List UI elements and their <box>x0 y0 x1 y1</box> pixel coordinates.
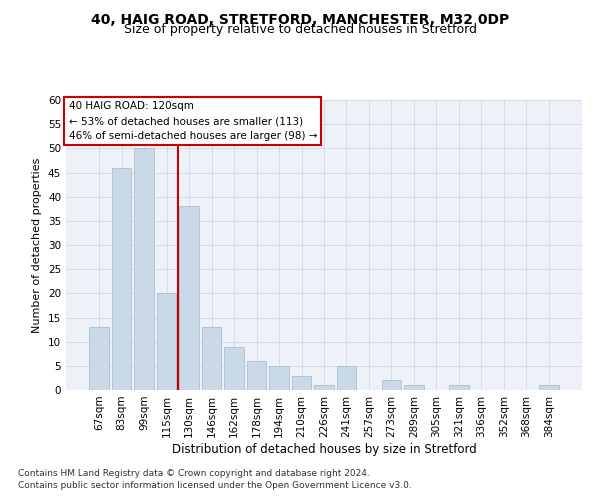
Bar <box>157 294 176 390</box>
Bar <box>337 366 356 390</box>
Bar <box>539 385 559 390</box>
Bar <box>449 385 469 390</box>
Text: Size of property relative to detached houses in Stretford: Size of property relative to detached ho… <box>124 22 476 36</box>
Bar <box>382 380 401 390</box>
Bar <box>404 385 424 390</box>
Bar <box>134 148 154 390</box>
Text: 40, HAIG ROAD, STRETFORD, MANCHESTER, M32 0DP: 40, HAIG ROAD, STRETFORD, MANCHESTER, M3… <box>91 12 509 26</box>
Y-axis label: Number of detached properties: Number of detached properties <box>32 158 43 332</box>
Bar <box>314 385 334 390</box>
Bar <box>202 327 221 390</box>
Text: Contains public sector information licensed under the Open Government Licence v3: Contains public sector information licen… <box>18 481 412 490</box>
Bar <box>247 361 266 390</box>
Bar <box>112 168 131 390</box>
Bar <box>269 366 289 390</box>
Text: Contains HM Land Registry data © Crown copyright and database right 2024.: Contains HM Land Registry data © Crown c… <box>18 468 370 477</box>
X-axis label: Distribution of detached houses by size in Stretford: Distribution of detached houses by size … <box>172 442 476 456</box>
Bar <box>89 327 109 390</box>
Bar <box>292 376 311 390</box>
Text: 40 HAIG ROAD: 120sqm
← 53% of detached houses are smaller (113)
46% of semi-deta: 40 HAIG ROAD: 120sqm ← 53% of detached h… <box>68 102 317 141</box>
Bar <box>224 346 244 390</box>
Bar <box>179 206 199 390</box>
